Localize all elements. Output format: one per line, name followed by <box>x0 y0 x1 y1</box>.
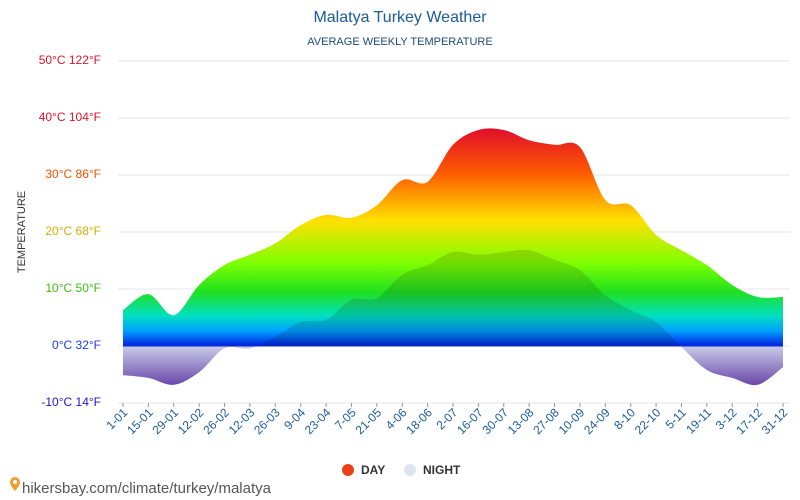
y-axis-label: TEMPERATURE <box>16 191 28 273</box>
legend-label: DAY <box>361 463 385 477</box>
y-tick-label: 40°C 104°F <box>39 110 101 124</box>
x-tick-label: 26-02 <box>200 405 232 437</box>
x-tick-label: 12-03 <box>226 405 258 437</box>
x-tick-label: 29-01 <box>150 405 182 437</box>
x-tick-label: 22-10 <box>632 405 664 437</box>
x-tick-label: 31-12 <box>759 405 791 437</box>
x-tick-label: 23-04 <box>302 405 334 437</box>
x-tick-label: 30-07 <box>480 405 512 437</box>
legend-label: NIGHT <box>423 463 461 477</box>
x-tick-label: 24-09 <box>581 405 613 437</box>
x-tick-label: 17-12 <box>733 405 765 437</box>
x-tick-label: 16-07 <box>454 405 486 437</box>
chart-title: Malatya Turkey Weather <box>313 9 487 26</box>
x-tick-label: 21-05 <box>353 405 385 437</box>
y-tick-label: 0°C 32°F <box>52 338 101 352</box>
legend-swatch <box>404 464 416 476</box>
y-tick-label: -10°C 14°F <box>41 395 101 409</box>
x-tick-label: 19-11 <box>683 405 714 436</box>
legend-swatch <box>342 464 354 476</box>
y-tick-label: 50°C 122°F <box>39 53 101 67</box>
x-tick-label: 13-08 <box>505 405 537 437</box>
x-tick-label: 15-01 <box>124 405 156 437</box>
x-tick-label: 18-06 <box>403 405 435 437</box>
x-tick-label: 10-09 <box>556 405 588 437</box>
y-tick-label: 10°C 50°F <box>45 281 101 295</box>
x-tick-label: 27-08 <box>530 405 562 437</box>
y-tick-label: 30°C 86°F <box>45 167 101 181</box>
x-tick-label: 12-02 <box>175 405 207 437</box>
x-tick-label: 26-03 <box>251 405 283 437</box>
area-night <box>123 249 783 386</box>
pin-dot <box>13 480 17 484</box>
footer: hikersbay.com/climate/turkey/malatya <box>10 477 272 497</box>
footer-text: hikersbay.com/climate/turkey/malatya <box>22 480 272 497</box>
area-day <box>123 128 783 346</box>
y-tick-label: 20°C 68°F <box>45 224 101 238</box>
chart-subtitle: AVERAGE WEEKLY TEMPERATURE <box>307 36 492 48</box>
